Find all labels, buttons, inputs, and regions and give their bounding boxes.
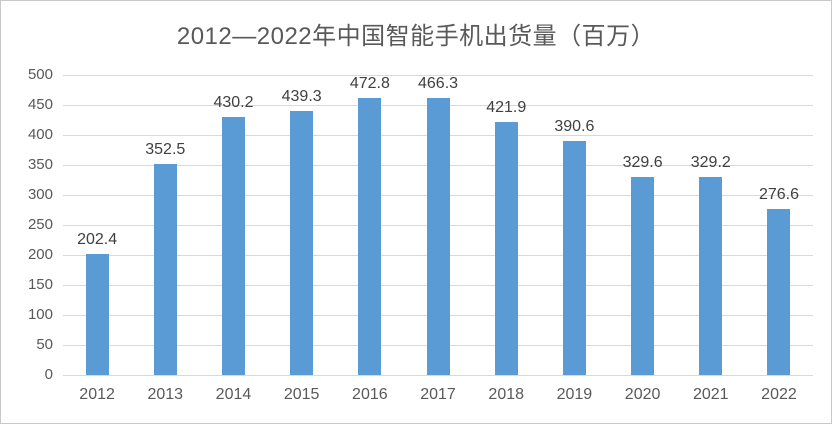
- x-axis-tick-label: 2014: [215, 386, 252, 403]
- x-axis-tick-label: 2022: [761, 386, 797, 403]
- y-axis-tick-label: 50: [36, 336, 53, 353]
- y-axis-tick-label: 450: [27, 96, 53, 113]
- bar: [153, 163, 177, 375]
- bar: [699, 177, 723, 375]
- bar: [494, 121, 518, 375]
- x-axis-tick-label: 2017: [420, 386, 456, 403]
- bar-slot: 276.6: [745, 75, 813, 375]
- gridline: [63, 374, 813, 376]
- chart-title: 2012—2022年中国智能手机出货量（百万）: [176, 23, 656, 50]
- bar: [562, 140, 586, 375]
- bar-slot: 430.2: [199, 75, 267, 375]
- bar-value-label: 276.6: [758, 186, 799, 204]
- bar-value-label: 466.3: [418, 75, 459, 92]
- y-axis-tick-label: 150: [27, 276, 53, 293]
- bar-value-label: 390.6: [554, 117, 595, 135]
- bar-series: 202.4 352.5 430.2 439.3 472.8 466.3 421.9 390.6…: [63, 75, 813, 375]
- y-axis-tick-label: 500: [27, 66, 53, 83]
- bar: [767, 209, 791, 375]
- y-axis-tick-label: 250: [27, 216, 53, 233]
- x-axis-tick-label: 2015: [283, 386, 320, 403]
- x-axis-tick-labels: 2012 2013 2014 2015 2016 2017 2018 2019 2020 2021…: [63, 375, 813, 404]
- bar-slot: 439.3: [268, 75, 336, 375]
- bar: [290, 111, 314, 375]
- bar-value-label: 202.4: [77, 230, 118, 248]
- bar-slot: 421.9: [472, 75, 540, 375]
- bar: [426, 98, 450, 375]
- y-axis-tick-label: 100: [27, 306, 53, 323]
- bar-slot: 329.2: [677, 75, 745, 375]
- x-axis-tick-label: 2016: [352, 386, 388, 403]
- y-axis-tick-label: 350: [27, 156, 53, 173]
- bar-value-label: 329.6: [622, 154, 663, 172]
- bar: [358, 98, 382, 375]
- bar-value-label: 352.5: [145, 140, 186, 158]
- y-axis-tick-label: 300: [27, 186, 53, 203]
- bar-value-label: 421.9: [486, 98, 527, 116]
- bar-slot: 329.6: [609, 75, 677, 375]
- bar: [221, 116, 245, 375]
- y-axis-tick-label: 0: [44, 366, 53, 383]
- x-axis-tick-label: 2019: [556, 386, 593, 403]
- bar-value-label: 329.2: [690, 154, 731, 172]
- x-axis-tick-label: 2012: [79, 386, 115, 403]
- bar: [631, 177, 655, 375]
- bar-slot: 390.6: [540, 75, 608, 375]
- x-axis-tick-label: 2020: [624, 386, 661, 403]
- x-axis-tick-label: 2018: [488, 386, 525, 403]
- plot-area: 0 50 100 150 200 250 300 350 400 450 500 202.4 352.…: [28, 66, 813, 403]
- y-axis-tick-label: 200: [27, 246, 53, 263]
- bar-value-label: 439.3: [281, 88, 322, 106]
- bar-value-label: 430.2: [213, 93, 254, 111]
- bar-slot: 352.5: [131, 75, 199, 375]
- y-axis-tick-label: 400: [27, 126, 53, 143]
- bar-slot: 466.3: [404, 75, 472, 375]
- x-axis-tick-label: 2021: [692, 386, 729, 403]
- gridline: [63, 74, 813, 76]
- bar-slot: 202.4: [63, 75, 131, 375]
- bar-slot: 472.8: [336, 75, 404, 375]
- bar-value-label: 472.8: [349, 75, 390, 92]
- x-axis-tick-label: 2013: [147, 386, 184, 403]
- bar: [85, 253, 109, 375]
